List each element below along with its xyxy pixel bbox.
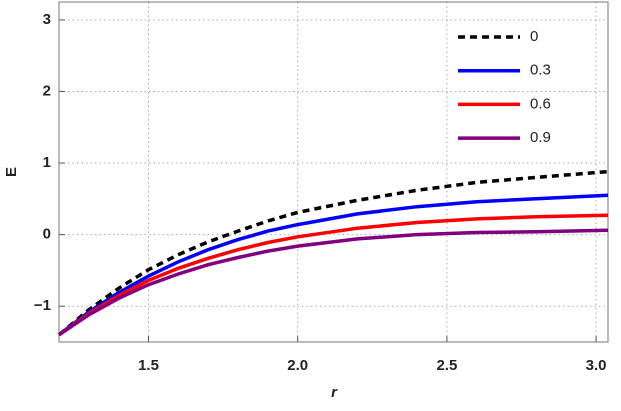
x-axis-label: r xyxy=(331,384,338,401)
y-axis-label: E xyxy=(3,167,20,177)
x-tick-label: 3.0 xyxy=(586,357,607,374)
x-tick-label: 1.5 xyxy=(138,357,159,374)
x-tick-label: 2.0 xyxy=(287,357,308,374)
y-tick-label: 3 xyxy=(43,11,51,28)
line-series xyxy=(57,213,609,337)
line-series xyxy=(57,169,609,337)
legend-label: 0.9 xyxy=(530,129,551,146)
legend-label: 0.6 xyxy=(530,95,551,112)
y-tick-label: 0 xyxy=(43,226,51,243)
y-tick-label: 2 xyxy=(43,82,51,99)
y-tick-label: −1 xyxy=(34,297,51,314)
legend-label: 0 xyxy=(530,28,538,45)
plot-frame xyxy=(58,1,609,343)
line-series xyxy=(58,228,609,337)
line-series xyxy=(57,193,609,337)
y-tick-label: 1 xyxy=(43,154,51,171)
x-tick-label: 2.5 xyxy=(436,357,457,374)
legend-label: 0.3 xyxy=(530,62,551,79)
